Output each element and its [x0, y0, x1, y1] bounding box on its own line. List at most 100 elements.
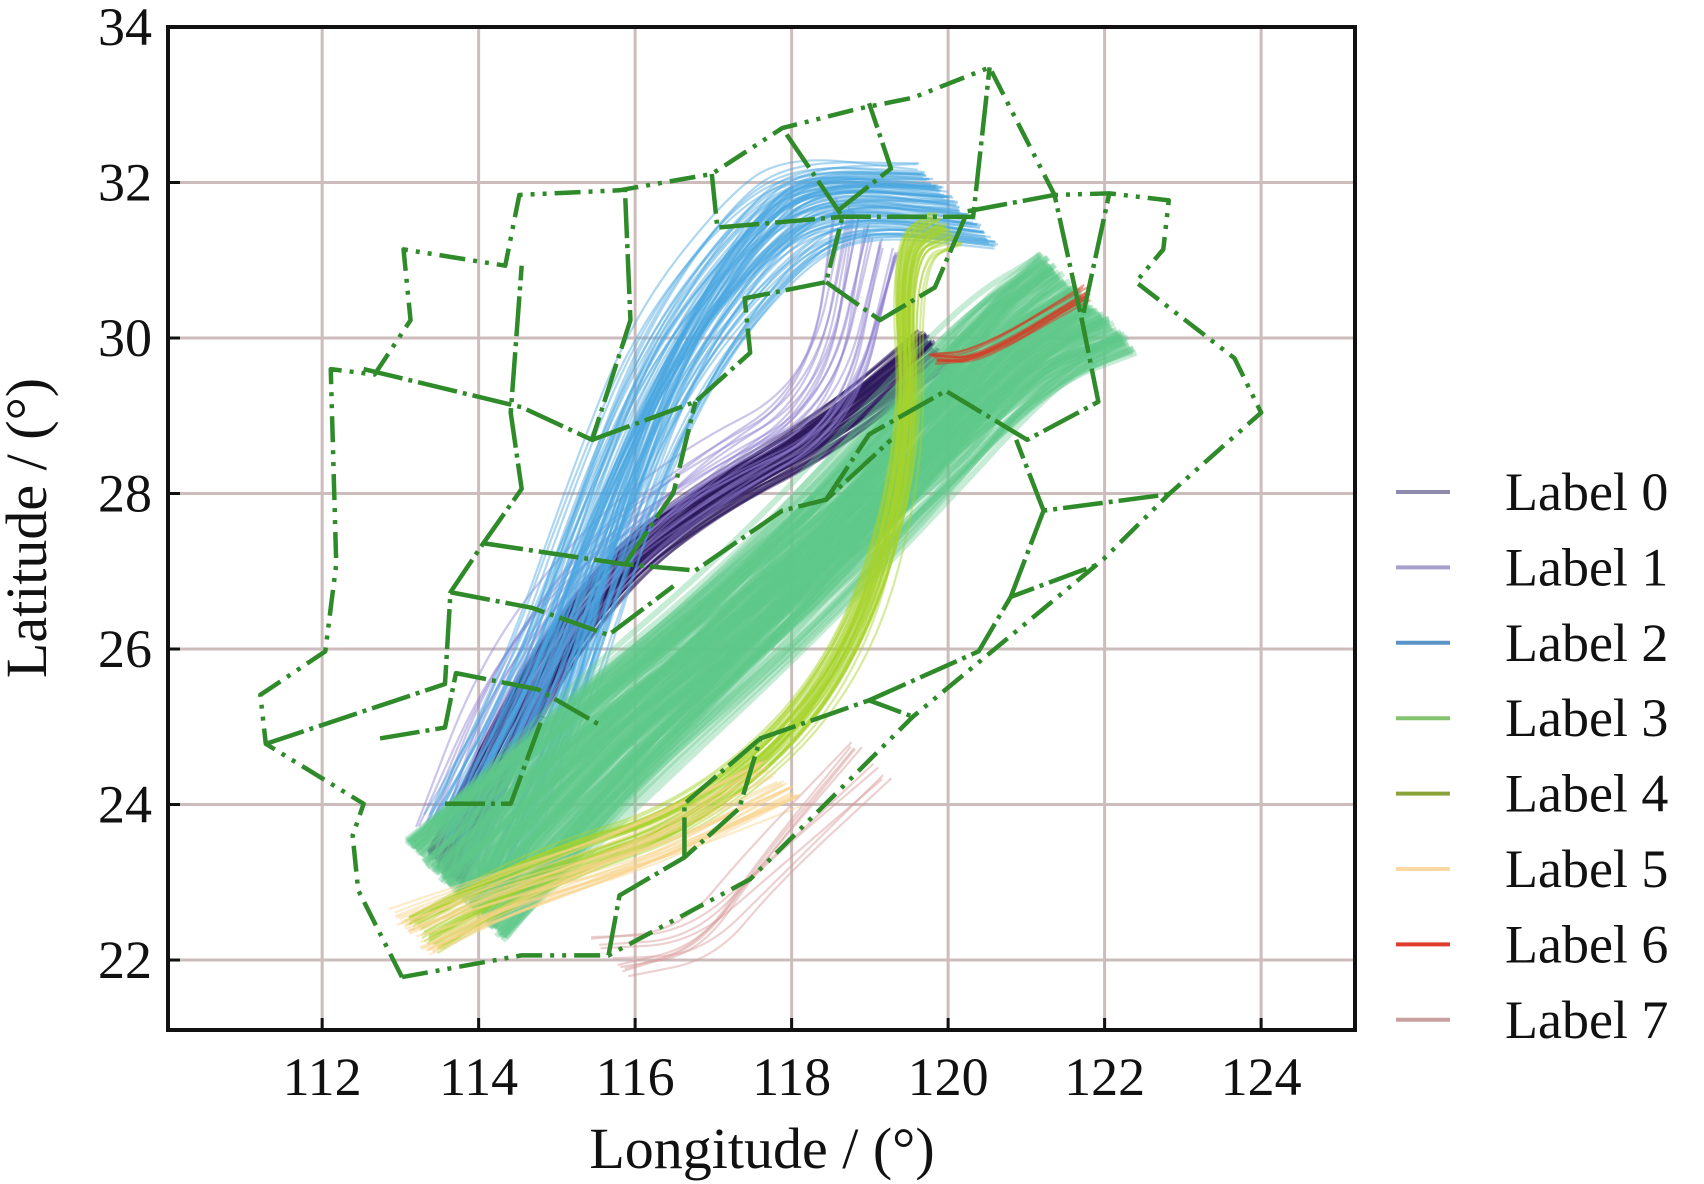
- sector-inner-boundary: [591, 126, 845, 442]
- trajectory-line: [408, 228, 949, 919]
- trajectory-line: [456, 219, 984, 846]
- trajectory-line: [425, 278, 1072, 862]
- trajectory-line: [439, 295, 1089, 876]
- trajectory-line: [450, 215, 978, 844]
- trajectory-line: [414, 265, 1051, 852]
- trajectory-line: [395, 766, 766, 919]
- trajectory-line: [930, 296, 1089, 359]
- trajectory-line: [936, 293, 1090, 362]
- trajectory-line: [434, 263, 1057, 873]
- trajectory-line: [455, 337, 1128, 896]
- y-axis-label: Latitude / (°): [0, 378, 59, 678]
- trajectory-line: [489, 256, 1042, 928]
- trajectory-line: [446, 279, 1067, 888]
- trajectory-line: [442, 308, 1098, 881]
- trajectory-line: [417, 304, 1095, 850]
- trajectory-line: [417, 216, 935, 928]
- trajectory-line: [410, 298, 1084, 850]
- trajectory-line: [399, 787, 789, 925]
- trajectory-line: [474, 244, 882, 891]
- trajectory-line: [437, 212, 930, 949]
- trajectory-line: [456, 226, 988, 848]
- trajectory-line: [458, 317, 1106, 898]
- trajectory-line: [423, 191, 957, 816]
- trajectory-line: [491, 330, 1120, 926]
- legend-label: Label 6: [1505, 914, 1668, 974]
- trajectory-line: [931, 291, 1089, 358]
- trajectory-line: [934, 289, 1089, 366]
- trajectory-line: [433, 185, 953, 825]
- legend-item: Label 7: [1396, 990, 1668, 1050]
- trajectory-line: [396, 780, 779, 927]
- trajectory-line: [461, 284, 1073, 904]
- trajectory-line: [469, 311, 1102, 906]
- y-tick-label: 22: [98, 930, 152, 990]
- trajectory-line: [483, 184, 936, 876]
- trajectory-line: [401, 786, 791, 923]
- trajectory-line: [408, 292, 1076, 845]
- trajectory-line: [431, 764, 761, 952]
- trajectory-line: [447, 345, 1136, 890]
- trajectory-line: [408, 218, 934, 919]
- trajectory-line: [458, 205, 851, 868]
- trajectory-line: [432, 783, 785, 953]
- trajectory-line: [421, 226, 945, 935]
- legend-label: Label 2: [1505, 613, 1668, 673]
- trajectory-line: [488, 233, 996, 881]
- trajectory-line: [419, 348, 1134, 854]
- trajectory-line: [501, 228, 987, 896]
- trajectory-line: [500, 267, 1050, 934]
- trajectory-line: [426, 172, 934, 824]
- trajectory-line: [450, 255, 895, 868]
- trajectory-line: [414, 217, 942, 923]
- trajectory-line: [428, 793, 795, 949]
- trajectory-line: [407, 775, 774, 933]
- trajectory-line: [489, 172, 925, 884]
- sector-inner-boundary: [1008, 492, 1170, 598]
- trajectory-line: [475, 267, 1055, 913]
- trajectory-line: [433, 226, 869, 845]
- trajectory-line: [503, 262, 1050, 940]
- trajectory-line: [421, 347, 1130, 865]
- trajectory-line: [494, 207, 968, 887]
- trajectory-line: [406, 288, 1074, 844]
- trajectory-line: [437, 329, 920, 865]
- trajectory-line: [413, 232, 955, 925]
- y-tick-label: 28: [98, 464, 152, 524]
- trajectory-line: [436, 222, 940, 951]
- trajectory-line: [455, 198, 957, 853]
- trajectory-line: [483, 317, 1107, 928]
- trajectory-line: [444, 329, 1123, 879]
- trajectory-line: [411, 222, 942, 921]
- trajectory-line: [935, 295, 1086, 364]
- trajectory-line: [460, 183, 939, 856]
- trajectory-line: [427, 225, 945, 940]
- trajectory-line: [441, 181, 936, 835]
- trajectory-line: [432, 204, 970, 821]
- trajectory-line: [445, 271, 1058, 886]
- trajectory-line: [627, 777, 893, 978]
- trajectory-line: [455, 331, 1127, 898]
- trajectory-line: [437, 238, 883, 855]
- trajectory-line: [503, 182, 937, 900]
- trajectory-line: [491, 298, 1089, 930]
- trajectory-line: [404, 761, 763, 926]
- trajectory-line: [447, 211, 974, 841]
- trajectory-line: [457, 279, 1067, 898]
- trajectory-line: [464, 184, 942, 856]
- trajectory-line: [463, 331, 1119, 900]
- trajectory-line: [465, 201, 960, 861]
- x-tick-label: 120: [908, 1047, 989, 1107]
- trajectory-line: [502, 217, 974, 900]
- trajectory-line: [462, 166, 925, 855]
- legend-label: Label 7: [1505, 990, 1668, 1050]
- trajectory-line: [409, 231, 951, 922]
- trajectory-line: [497, 173, 926, 889]
- trajectory-line: [407, 297, 1086, 846]
- trajectory-line: [412, 235, 951, 928]
- x-tick-label: 116: [596, 1047, 675, 1107]
- trajectory-line: [496, 333, 1122, 936]
- trajectory-line: [403, 785, 794, 928]
- trajectory-line: [455, 286, 1073, 891]
- trajectory-line: [470, 324, 1114, 913]
